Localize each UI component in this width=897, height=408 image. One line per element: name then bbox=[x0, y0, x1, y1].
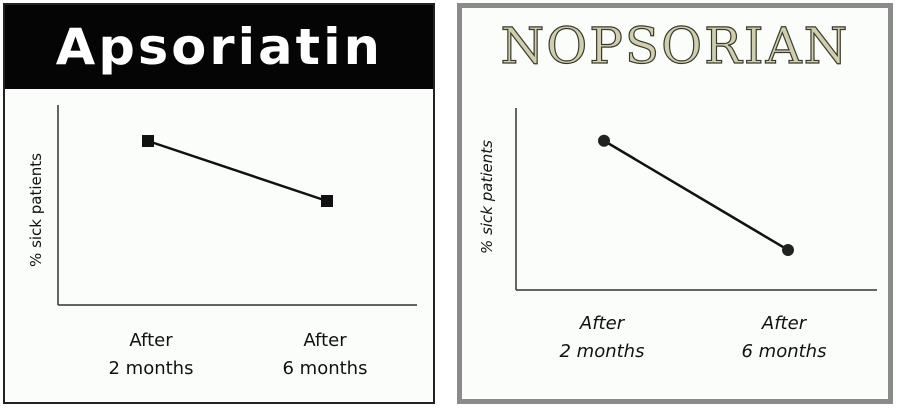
data-point bbox=[142, 135, 154, 147]
x-tick-line: After bbox=[579, 313, 625, 334]
chart-panel-apsoriatin: Apsoriatin % sick patients After 2 month… bbox=[3, 3, 435, 404]
x-tick-line: 6 months bbox=[282, 358, 368, 379]
y-axis-label: % sick patients bbox=[27, 153, 45, 267]
x-tick-line: 2 months bbox=[108, 358, 194, 379]
x-tick-line: 6 months bbox=[741, 341, 827, 362]
series-line bbox=[147, 139, 328, 203]
chart-title: Apsoriatin bbox=[55, 18, 383, 76]
x-tick-label: After 6 months bbox=[265, 327, 385, 383]
y-axis-label: % sick patients bbox=[478, 140, 496, 254]
data-point bbox=[321, 195, 333, 207]
x-tick-label: After 6 months bbox=[724, 310, 844, 366]
data-point bbox=[782, 243, 794, 256]
data-point bbox=[598, 134, 610, 147]
x-tick-line: After bbox=[129, 330, 173, 351]
x-tick-line: After bbox=[303, 330, 347, 351]
x-tick-label: After 2 months bbox=[542, 310, 662, 366]
x-tick-label: After 2 months bbox=[91, 327, 211, 383]
x-tick-line: 2 months bbox=[559, 341, 645, 362]
plot-area bbox=[57, 105, 417, 306]
plot-area bbox=[515, 108, 877, 291]
chart-title-banner: Apsoriatin bbox=[5, 5, 433, 89]
x-tick-line: After bbox=[761, 313, 807, 334]
series-line bbox=[603, 139, 789, 252]
chart-title: NOPSORIAN bbox=[500, 16, 850, 75]
chart-panel-nopsorian: NOPSORIAN % sick patients After 2 months… bbox=[457, 3, 893, 404]
chart-title-banner: NOPSORIAN bbox=[462, 8, 888, 84]
